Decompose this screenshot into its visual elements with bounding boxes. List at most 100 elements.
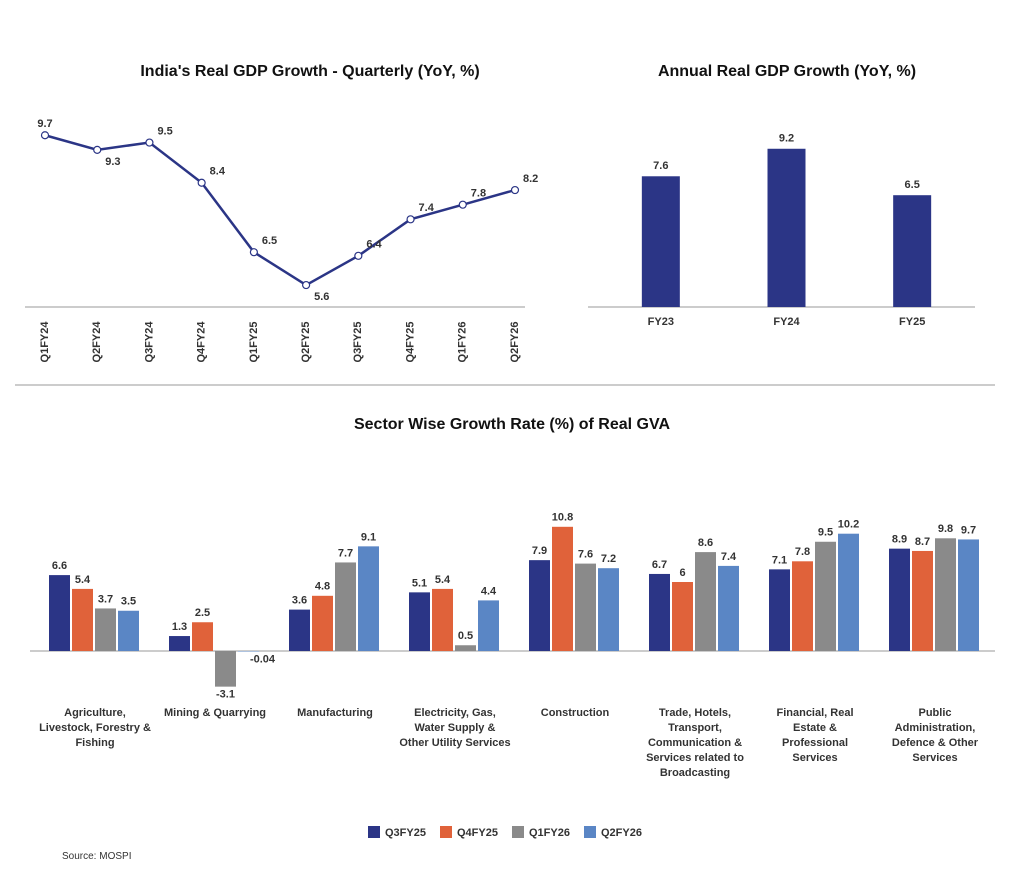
- chart-title: Annual Real GDP Growth (YoY, %): [658, 63, 916, 80]
- data-label: 5.6: [314, 291, 329, 303]
- data-label: 9.8: [938, 523, 953, 535]
- data-label: -0.04: [250, 653, 276, 665]
- data-label: 9.2: [779, 133, 794, 145]
- x-tick-label: Public Administration, Defence & Other S…: [891, 707, 979, 764]
- marker: [302, 280, 311, 290]
- data-label: 3.6: [292, 595, 307, 607]
- data-label: 9.7: [961, 524, 976, 536]
- chart-title: India's Real GDP Growth - Quarterly (YoY…: [140, 63, 479, 80]
- x-tick-label: FY23: [648, 316, 674, 328]
- bar: [767, 148, 806, 307]
- x-tick-label: Construction: [540, 707, 610, 719]
- bar: [312, 595, 333, 651]
- bar: [95, 608, 116, 651]
- data-label: 9.1: [361, 531, 376, 543]
- data-label: 1.3: [172, 621, 187, 633]
- data-label: 9.3: [105, 156, 120, 168]
- bar: [49, 575, 70, 651]
- bar: [455, 645, 476, 651]
- x-tick-label: Q1FY25: [248, 322, 260, 363]
- data-label: 6: [679, 567, 685, 579]
- data-label: 6.5: [262, 235, 277, 247]
- legend-label: Q1FY26: [529, 827, 570, 839]
- bar: [169, 636, 190, 651]
- data-label: 9.7: [37, 118, 52, 130]
- bar: [598, 568, 619, 651]
- data-label: 6.4: [366, 239, 382, 251]
- legend-label: Q2FY26: [601, 827, 642, 839]
- data-label: 6.5: [905, 179, 920, 191]
- legend-swatch: [584, 826, 596, 838]
- bar: [529, 560, 550, 651]
- x-tick-label: Electricity, Gas, Water Supply & Other U…: [399, 707, 511, 749]
- x-tick-label: Q1FY26: [457, 322, 469, 363]
- marker: [145, 138, 154, 147]
- legend-swatch: [368, 826, 380, 838]
- data-label: 7.7: [338, 547, 353, 559]
- x-tick-label: Q3FY25: [352, 322, 364, 363]
- data-label: 10.8: [552, 512, 573, 524]
- data-label: 6.6: [52, 560, 67, 572]
- x-tick-label: Q4FY24: [196, 321, 208, 363]
- bar: [358, 546, 379, 651]
- bar: [958, 539, 979, 651]
- marker: [249, 248, 258, 257]
- bar: [215, 651, 236, 687]
- data-label: 7.8: [471, 188, 486, 200]
- bar: [718, 565, 739, 651]
- x-tick-label: Financial, Real Estate & Professional Se…: [776, 707, 854, 764]
- bar: [335, 562, 356, 651]
- data-label: 9.5: [818, 527, 833, 539]
- data-label: 7.2: [601, 553, 616, 565]
- bar: [792, 561, 813, 651]
- data-label: 2.5: [195, 607, 210, 619]
- marker: [93, 145, 102, 154]
- x-tick-label: Trade, Hotels, Transport, Communication …: [646, 707, 744, 779]
- marker: [197, 178, 206, 187]
- x-tick-label: Manufacturing: [297, 707, 373, 719]
- x-tick-label: Mining & Quarrying: [163, 707, 267, 719]
- x-tick-label: Q4FY25: [404, 322, 416, 363]
- data-label: 7.6: [578, 549, 593, 561]
- x-tick-label: Q1FY24: [39, 321, 51, 363]
- data-label: 7.1: [772, 554, 787, 566]
- marker: [40, 131, 50, 140]
- bar: [889, 548, 910, 651]
- bar: [893, 195, 932, 307]
- bar: [641, 176, 680, 307]
- marker: [458, 200, 467, 209]
- x-tick-label: Agriculture, Livestock, Forestry & Fishi…: [39, 707, 151, 749]
- marker: [354, 251, 363, 260]
- x-tick-label: Q2FY24: [91, 321, 103, 363]
- data-label: 8.2: [523, 173, 538, 185]
- bar: [815, 541, 836, 651]
- bar: [575, 563, 596, 651]
- data-label: 9.5: [157, 125, 172, 137]
- legend-label: Q3FY25: [385, 827, 426, 839]
- data-label: 8.6: [698, 537, 713, 549]
- data-label: 7.6: [653, 160, 668, 172]
- data-label: 4.8: [315, 581, 330, 593]
- data-label: 5.4: [75, 574, 91, 586]
- data-label: 8.7: [915, 536, 930, 548]
- marker: [406, 215, 415, 224]
- bar: [409, 592, 430, 651]
- legend-swatch: [512, 826, 524, 838]
- bar: [118, 610, 139, 651]
- bar: [432, 588, 453, 651]
- bar: [72, 588, 93, 651]
- x-tick-label: Q2FY26: [509, 322, 521, 363]
- bar: [912, 550, 933, 651]
- data-label: 5.1: [412, 577, 427, 589]
- line: [44, 134, 516, 287]
- bar: [838, 533, 859, 651]
- legend-swatch: [440, 826, 452, 838]
- x-tick-label: Q3FY24: [143, 321, 155, 363]
- data-label: 7.8: [795, 546, 810, 558]
- bar: [649, 573, 670, 651]
- bar: [289, 609, 310, 651]
- data-label: 4.4: [481, 585, 497, 597]
- data-label: 3.5: [121, 596, 136, 608]
- x-tick-label: FY24: [773, 316, 800, 328]
